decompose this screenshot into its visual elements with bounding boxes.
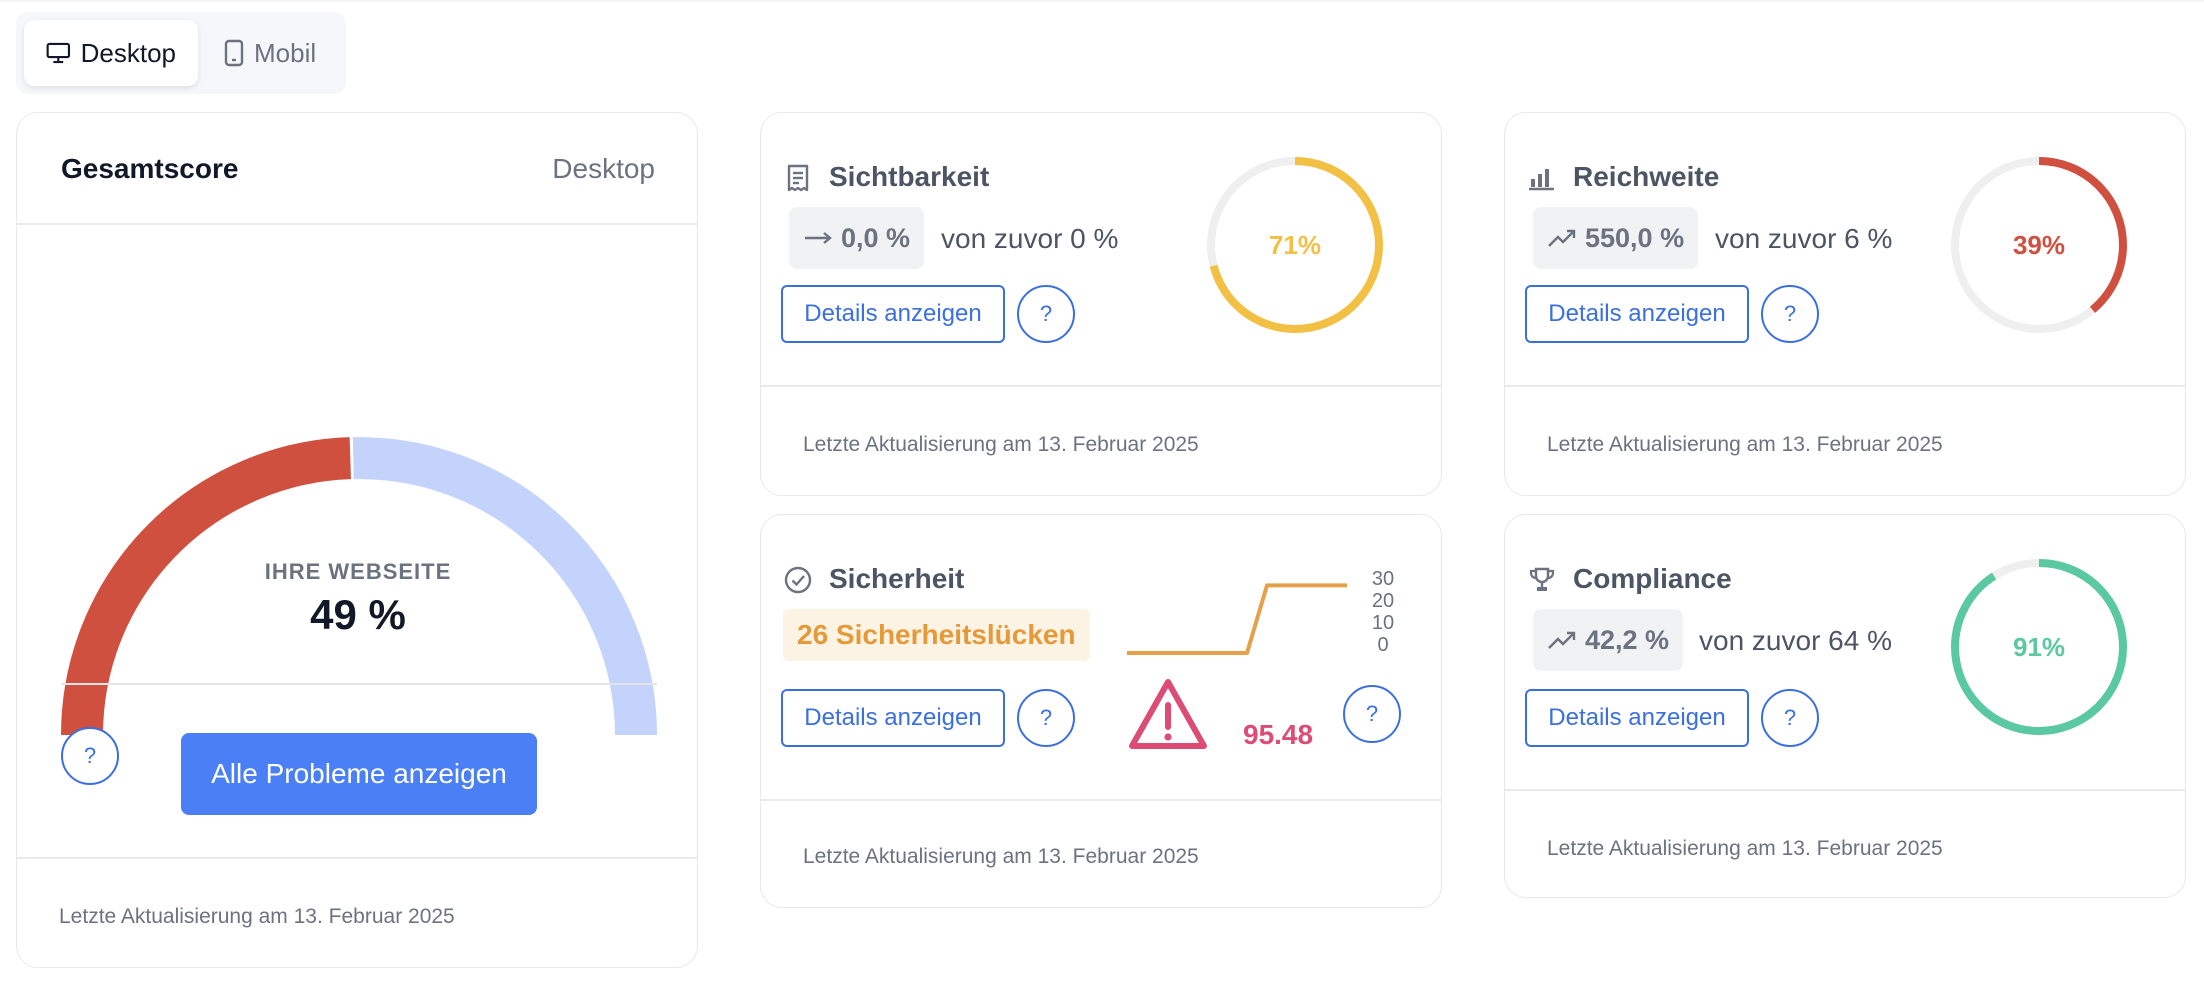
reach-last-updated: Letzte Aktualisierung am 13. Februar 202…	[1547, 433, 1943, 456]
security-details-button[interactable]: Details anzeigen	[781, 689, 1005, 747]
reach-delta: 550,0 %	[1533, 207, 1699, 269]
compliance-previous: von zuvor 64 %	[1699, 625, 1892, 656]
security-score-help-button[interactable]: ?	[1343, 685, 1401, 743]
security-footer-divider	[761, 799, 1441, 801]
donut-arc	[1951, 559, 2127, 735]
visibility-delta: 0,0 %	[789, 207, 925, 269]
security-score: 95.48	[1243, 719, 1314, 750]
bar-chart-icon	[1529, 169, 1554, 191]
security-card: Sicherheit 26 Sicherheitslücken 30 20 10…	[760, 514, 1442, 908]
visibility-previous: von zuvor 0 %	[941, 223, 1119, 254]
monitor-icon	[46, 42, 71, 64]
overall-last-updated: Letzte Aktualisierung am 13. Februar 202…	[59, 905, 455, 928]
overall-title: Gesamtscore	[61, 153, 239, 184]
sparkline-tick: 30	[1372, 568, 1394, 590]
compliance-donut: 91%	[1951, 559, 2127, 735]
reach-footer-divider	[1505, 385, 2185, 387]
reach-details-button[interactable]: Details anzeigen	[1525, 285, 1749, 343]
security-sparkline: 30 20 10 0	[1127, 568, 1394, 656]
visibility-details-button[interactable]: Details anzeigen	[781, 285, 1005, 343]
reach-help-button[interactable]: ?	[1761, 285, 1819, 343]
visibility-footer-divider	[761, 385, 1441, 387]
gauge-empty-arc	[352, 437, 657, 735]
compliance-delta: 42,2 %	[1533, 609, 1684, 671]
overall-device-label: Desktop	[552, 153, 655, 184]
top-shadow	[0, 0, 2204, 4]
sparkline-tick: 0	[1377, 634, 1388, 656]
visibility-donut: 71%	[1207, 157, 1383, 333]
compliance-details-button[interactable]: Details anzeigen	[1525, 689, 1749, 747]
show-all-problems-button[interactable]: Alle Probleme anzeigen	[181, 733, 537, 815]
donut-arc	[1951, 157, 2127, 333]
visibility-percent: 71%	[1269, 230, 1321, 260]
visibility-last-updated: Letzte Aktualisierung am 13. Februar 202…	[803, 433, 1199, 456]
compliance-help-button[interactable]: ?	[1761, 689, 1819, 747]
compliance-footer-divider	[1505, 789, 2185, 791]
trophy-icon	[1529, 567, 1555, 591]
receipt-icon	[787, 164, 809, 192]
overall-gauge	[61, 437, 657, 735]
visibility-delta-value: 0,0 %	[841, 222, 911, 253]
overall-score-card: Gesamtscore Desktop IHRE WEBSEITE 49 % ?…	[16, 112, 698, 968]
reach-delta-value: 550,0 %	[1585, 222, 1685, 253]
reach-title: Reichweite	[1573, 161, 1720, 192]
overall-score-value: 49 %	[310, 591, 406, 638]
compliance-percent: 91%	[2013, 632, 2065, 662]
desktop-toggle-label: Desktop	[80, 37, 176, 68]
trending-up-icon	[1548, 229, 1576, 247]
donut-arc	[1207, 157, 1383, 333]
inner-divider	[61, 683, 657, 685]
overall-caption: IHRE WEBSEITE	[264, 559, 452, 584]
reach-previous: von zuvor 6 %	[1715, 223, 1893, 254]
arrow-right-icon	[805, 232, 832, 244]
device-toggle: Desktop Mobil	[16, 12, 346, 94]
gauge-filled-arc	[61, 437, 352, 735]
mobile-toggle-label: Mobil	[254, 37, 317, 68]
reach-donut: 39%	[1951, 157, 2127, 333]
security-help-button[interactable]: ?	[1017, 689, 1075, 747]
trending-up-icon	[1548, 631, 1576, 649]
visibility-help-button[interactable]: ?	[1017, 285, 1075, 343]
warning-icon	[1129, 679, 1207, 749]
check-circle-icon	[784, 566, 812, 594]
sparkline-tick: 10	[1372, 612, 1394, 634]
reach-percent: 39%	[2013, 230, 2065, 260]
compliance-card: Compliance 42,2 % von zuvor 64 % Details…	[1504, 514, 2186, 898]
compliance-title: Compliance	[1573, 563, 1732, 594]
sparkline-series	[1127, 583, 1347, 655]
sparkline-tick: 20	[1372, 590, 1394, 612]
desktop-toggle-button[interactable]: Desktop	[24, 20, 198, 86]
compliance-last-updated: Letzte Aktualisierung am 13. Februar 202…	[1547, 837, 1943, 860]
mobile-toggle-button[interactable]: Mobil	[212, 20, 328, 86]
visibility-title: Sichtbarkeit	[829, 161, 990, 192]
reach-card: Reichweite 550,0 % von zuvor 6 % Details…	[1504, 112, 2186, 496]
security-vulnerabilities-badge: 26 Sicherheitslücken	[783, 609, 1090, 661]
footer-divider	[17, 857, 697, 859]
smartphone-icon	[224, 39, 244, 67]
overall-help-button[interactable]: ?	[61, 727, 119, 785]
header-divider	[17, 223, 697, 225]
security-last-updated: Letzte Aktualisierung am 13. Februar 202…	[803, 845, 1199, 868]
visibility-card: Sichtbarkeit 0,0 % von zuvor 0 % Details…	[760, 112, 1442, 496]
compliance-delta-value: 42,2 %	[1585, 624, 1670, 655]
security-title: Sicherheit	[829, 563, 965, 594]
